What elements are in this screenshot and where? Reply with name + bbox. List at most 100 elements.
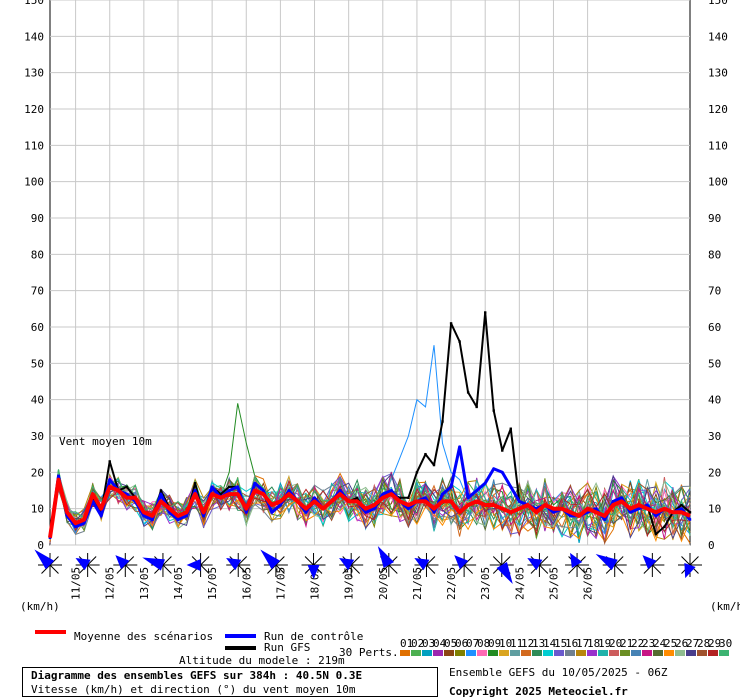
y-axis-labels: 0 0 10 10 20 20 30 30 40 40 50 50 60 60 70 70 80 80 90 90 10… <box>24 0 728 552</box>
pert-swatch <box>697 650 707 656</box>
x-tick-label: 15/05 <box>206 567 219 600</box>
wind-rose-spoke <box>162 564 172 574</box>
wind-rose-spoke <box>87 556 97 566</box>
series-point <box>356 496 359 499</box>
series-point <box>680 503 683 507</box>
wind-rose <box>678 553 702 579</box>
series-point <box>509 427 512 430</box>
x-tick-label: 19/05 <box>343 567 356 600</box>
y-tick-label-right: 30 <box>708 430 721 443</box>
pert-swatch <box>510 650 520 656</box>
pert-swatch <box>675 650 685 656</box>
series-point <box>492 467 495 470</box>
pert-swatch <box>411 650 421 656</box>
wind-rose-spoke <box>200 556 210 566</box>
pert-number: 12 <box>521 637 534 650</box>
pert-swatch <box>708 650 718 656</box>
pert-number: 25 <box>664 637 677 650</box>
series-point <box>509 485 512 489</box>
pert-number: 04 <box>433 637 447 650</box>
series-point <box>688 518 692 521</box>
pert-number: 23 <box>642 637 655 650</box>
wind-rose-spoke <box>689 556 699 566</box>
series-point <box>390 489 393 492</box>
series-point <box>646 503 649 507</box>
y-tick-label-left: 70 <box>31 285 44 298</box>
series-point <box>228 489 231 492</box>
pert-swatch <box>554 650 564 656</box>
wind-rose <box>376 545 401 577</box>
series-point <box>441 420 444 423</box>
series-point <box>373 507 376 510</box>
series-point <box>415 471 419 474</box>
wind-rose-spoke <box>614 556 624 566</box>
series-point <box>432 511 436 514</box>
series-point <box>518 500 521 503</box>
series-point <box>424 496 427 499</box>
ensemble-line-25 <box>49 474 691 543</box>
y-tick-label-left: 10 <box>31 503 44 516</box>
wind-rose <box>260 549 288 577</box>
pert-swatch <box>532 650 542 656</box>
wind-rose-spoke <box>379 564 390 574</box>
x-tick-label: 14/05 <box>172 567 185 600</box>
wind-rose-spoke <box>426 564 436 574</box>
wind-direction-arrow <box>414 558 430 571</box>
pert-swatch <box>686 650 696 656</box>
y-tick-label-left: 110 <box>24 139 44 152</box>
y-tick-label-right: 140 <box>708 30 728 43</box>
series-point <box>364 511 367 514</box>
y-tick-label-left: 120 <box>24 103 44 116</box>
series-point <box>449 485 453 489</box>
pert-number: 24 <box>653 637 667 650</box>
wind-rose-spoke <box>539 556 549 566</box>
series-point <box>168 511 171 514</box>
y-tick-label-left: 140 <box>24 30 44 43</box>
pert-swatch <box>664 650 674 656</box>
series-point <box>424 452 427 456</box>
pert-swatch <box>576 650 586 656</box>
pert-swatch <box>466 650 476 656</box>
wind-direction-arrow <box>186 559 201 571</box>
wind-rose-spoke <box>576 564 586 574</box>
wind-rose <box>527 553 552 577</box>
wind-rose-spoke <box>162 556 172 566</box>
x-tick-label: 16/05 <box>240 567 253 600</box>
x-tick-label: 26/05 <box>582 567 595 600</box>
pert-number: 30 <box>719 637 732 650</box>
series-point <box>176 518 180 521</box>
pert-swatch <box>488 650 498 656</box>
wind-rose-spoke <box>651 556 662 566</box>
pert-swatch <box>499 650 509 656</box>
series-point <box>594 507 598 510</box>
series-point <box>407 507 410 510</box>
pert-swatch <box>653 650 663 656</box>
unit-label-left: (km/h) <box>20 600 60 613</box>
wind-rose-spoke <box>614 564 624 574</box>
y-tick-label-right: 60 <box>708 321 721 334</box>
series-point <box>228 485 231 489</box>
series-point <box>407 496 410 499</box>
series-point <box>466 391 470 394</box>
y-tick-label-right: 40 <box>708 394 721 407</box>
legend: Moyenne des scénarios Run de contrôle Ru… <box>35 630 732 667</box>
x-tick-label: 22/05 <box>445 567 458 600</box>
y-tick-label-left: 30 <box>31 430 44 443</box>
series-line-1 <box>48 477 691 538</box>
y-tick-label-left: 100 <box>24 176 44 189</box>
pert-swatch <box>400 650 410 656</box>
chart-grid <box>49 0 691 546</box>
wind-rose-spoke <box>463 564 473 574</box>
y-tick-label-right: 110 <box>708 139 728 152</box>
wind-rose <box>113 553 138 577</box>
wind-rose-spoke <box>463 556 473 566</box>
wind-direction-arrow <box>339 558 355 571</box>
info-box: Diagramme des ensembles GEFS sur 384h : … <box>22 667 438 697</box>
wind-rose-spoke <box>200 564 210 574</box>
pert-number: 17 <box>576 637 589 650</box>
pert-swatch <box>565 650 575 656</box>
wind-direction-arrow <box>75 558 91 571</box>
pert-number: 28 <box>697 637 710 650</box>
wind-direction-arrow <box>595 554 618 571</box>
series-point <box>620 496 623 499</box>
